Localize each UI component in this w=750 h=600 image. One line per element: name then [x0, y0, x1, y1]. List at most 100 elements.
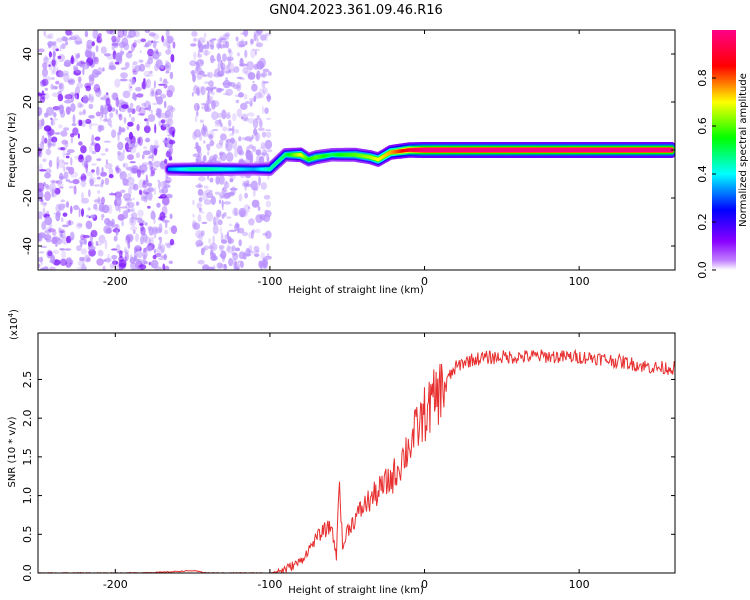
noise-speck [78, 111, 83, 116]
noise-speck [61, 43, 66, 50]
noise-speck [193, 84, 199, 94]
noise-speck [224, 32, 231, 38]
noise-speck [233, 262, 240, 270]
y-tick-label: 2.5 [21, 371, 34, 389]
noise-speck [227, 192, 234, 195]
noise-speck [222, 126, 228, 132]
noise-speck [63, 61, 71, 67]
noise-speck [243, 93, 248, 100]
noise-speck [153, 249, 157, 254]
noise-speck [66, 149, 75, 154]
noise-speck [193, 51, 197, 60]
noise-speck [215, 175, 220, 185]
noise-speck [117, 152, 125, 162]
noise-speck [101, 204, 110, 214]
noise-speck [168, 260, 173, 264]
noise-speck [118, 41, 126, 48]
noise-speck [39, 192, 44, 199]
y-tick-label: 0 [21, 147, 34, 154]
noise-speck [142, 249, 148, 259]
noise-speck [134, 244, 141, 250]
noise-speck [126, 125, 130, 130]
noise-speck [198, 175, 206, 182]
noise-speck [260, 252, 266, 261]
noise-speck [50, 139, 55, 142]
noise-speck [40, 198, 44, 203]
noise-speck [245, 101, 250, 105]
noise-speck [88, 115, 95, 119]
noise-speck [238, 92, 244, 98]
noise-speck [81, 192, 84, 200]
noise-speck [97, 190, 101, 194]
noise-speck [162, 80, 169, 85]
noise-speck [119, 78, 128, 82]
noise-speck [197, 214, 202, 223]
noise-speck [265, 131, 272, 138]
noise-speck [124, 252, 129, 262]
noise-speck [112, 258, 117, 268]
noise-speck [147, 187, 155, 193]
noise-speck [168, 139, 176, 145]
noise-speck [64, 99, 72, 104]
noise-speck [203, 155, 207, 162]
noise-speck [252, 80, 255, 84]
noise-speck [95, 45, 99, 53]
noise-speck [209, 190, 213, 193]
noise-speck [38, 146, 42, 156]
noise-speck [198, 211, 205, 214]
noise-speck [246, 183, 250, 186]
noise-speck [131, 43, 135, 52]
noise-speck [195, 148, 200, 151]
noise-speck [148, 104, 152, 112]
noise-speck [206, 40, 210, 50]
noise-speck [238, 239, 242, 247]
noise-speck [72, 178, 80, 185]
noise-speck [190, 43, 197, 47]
noise-speck [52, 106, 61, 111]
noise-speck [152, 102, 158, 106]
noise-speck [44, 191, 51, 202]
noise-speck [103, 140, 111, 143]
noise-speck [73, 66, 79, 71]
noise-speck [255, 250, 260, 253]
x-tick-label: -100 [257, 578, 282, 591]
noise-speck [154, 253, 162, 258]
noise-speck [122, 90, 131, 99]
noise-speck [75, 40, 78, 44]
noise-speck [85, 44, 93, 49]
noise-speck [130, 213, 133, 217]
noise-speck [128, 113, 132, 118]
noise-speck [104, 217, 111, 226]
noise-speck [238, 193, 243, 202]
noise-speck [150, 236, 154, 246]
noise-speck [64, 94, 73, 100]
noise-speck [70, 103, 76, 113]
noise-speck [109, 112, 114, 118]
noise-speck [80, 175, 83, 181]
noise-speck [223, 193, 231, 200]
noise-speck [62, 212, 68, 217]
noise-speck [38, 256, 44, 263]
noise-speck [111, 45, 115, 51]
noise-speck [73, 185, 77, 195]
noise-speck [148, 160, 152, 165]
noise-speck [55, 180, 63, 185]
noise-speck [226, 246, 234, 254]
noise-speck [88, 189, 91, 198]
noise-speck [51, 69, 54, 75]
noise-speck [201, 126, 207, 136]
noise-speck [216, 53, 221, 63]
noise-speck [52, 236, 61, 242]
noise-speck [210, 195, 216, 205]
noise-speck [96, 158, 102, 161]
noise-speck [205, 143, 211, 149]
noise-speck [158, 83, 165, 86]
noise-speck [97, 196, 101, 204]
noise-speck [98, 33, 102, 38]
noise-speck [38, 232, 46, 239]
noise-speck [152, 40, 157, 49]
noise-speck [127, 147, 133, 150]
x-tick-label: -200 [103, 275, 128, 288]
noise-speck [102, 118, 109, 122]
